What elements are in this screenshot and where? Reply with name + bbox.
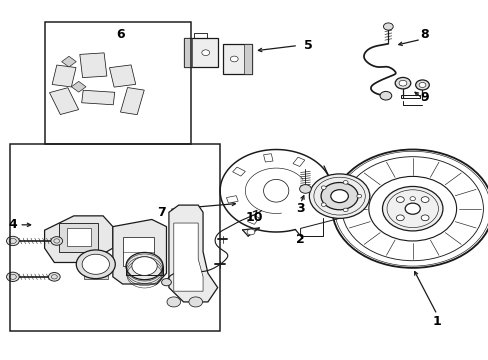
Polygon shape bbox=[113, 220, 166, 284]
Text: 4: 4 bbox=[8, 218, 17, 231]
Bar bbox=[59, 223, 98, 252]
Circle shape bbox=[76, 250, 115, 279]
Circle shape bbox=[330, 190, 347, 203]
Circle shape bbox=[398, 80, 406, 86]
Bar bbox=[44, 22, 190, 144]
Circle shape bbox=[246, 229, 254, 235]
Bar bbox=[122, 237, 154, 266]
Circle shape bbox=[188, 297, 202, 307]
Text: 1: 1 bbox=[432, 315, 441, 328]
Text: 2: 2 bbox=[296, 233, 305, 246]
Text: 3: 3 bbox=[296, 202, 304, 215]
Polygon shape bbox=[232, 167, 245, 176]
Bar bbox=[10, 144, 220, 330]
Circle shape bbox=[321, 186, 325, 189]
Circle shape bbox=[383, 23, 392, 30]
Polygon shape bbox=[183, 39, 192, 67]
Text: 7: 7 bbox=[157, 206, 165, 219]
Polygon shape bbox=[244, 44, 251, 74]
Polygon shape bbox=[247, 215, 259, 224]
Circle shape bbox=[6, 236, 19, 246]
Polygon shape bbox=[44, 216, 113, 262]
Circle shape bbox=[343, 208, 347, 212]
Polygon shape bbox=[183, 39, 217, 67]
Polygon shape bbox=[49, 88, 79, 114]
Polygon shape bbox=[71, 81, 86, 92]
Circle shape bbox=[420, 215, 428, 221]
Bar bbox=[83, 268, 108, 279]
Polygon shape bbox=[226, 196, 238, 203]
Text: 5: 5 bbox=[303, 39, 312, 52]
Circle shape bbox=[309, 174, 369, 219]
Circle shape bbox=[51, 237, 62, 245]
Polygon shape bbox=[222, 44, 251, 74]
Polygon shape bbox=[61, 56, 76, 67]
Circle shape bbox=[396, 215, 404, 221]
Polygon shape bbox=[292, 157, 304, 166]
Circle shape bbox=[202, 50, 209, 55]
Polygon shape bbox=[109, 65, 136, 87]
Polygon shape bbox=[168, 205, 217, 302]
Text: 10: 10 bbox=[245, 211, 263, 224]
Circle shape bbox=[396, 197, 404, 202]
Text: 6: 6 bbox=[116, 28, 124, 41]
Circle shape bbox=[321, 203, 325, 206]
Circle shape bbox=[379, 91, 391, 100]
Polygon shape bbox=[80, 53, 107, 78]
Circle shape bbox=[321, 183, 357, 210]
Bar bbox=[400, 95, 419, 98]
Circle shape bbox=[132, 257, 157, 275]
Polygon shape bbox=[173, 223, 203, 291]
Polygon shape bbox=[263, 154, 272, 162]
Ellipse shape bbox=[263, 179, 288, 202]
Circle shape bbox=[299, 185, 311, 193]
Circle shape bbox=[356, 194, 361, 198]
Circle shape bbox=[6, 272, 19, 282]
Circle shape bbox=[166, 297, 180, 307]
Circle shape bbox=[230, 56, 238, 62]
Bar bbox=[66, 228, 91, 246]
Circle shape bbox=[415, 80, 428, 90]
Circle shape bbox=[48, 273, 60, 281]
Circle shape bbox=[420, 197, 428, 202]
Circle shape bbox=[409, 197, 415, 201]
Polygon shape bbox=[52, 65, 76, 87]
Text: 8: 8 bbox=[420, 28, 428, 41]
Polygon shape bbox=[81, 90, 115, 105]
Circle shape bbox=[343, 181, 347, 184]
Circle shape bbox=[126, 252, 163, 280]
Circle shape bbox=[382, 186, 442, 231]
Circle shape bbox=[405, 203, 419, 214]
Text: 9: 9 bbox=[420, 91, 428, 104]
Circle shape bbox=[82, 254, 109, 274]
Circle shape bbox=[394, 77, 410, 89]
Polygon shape bbox=[120, 87, 144, 115]
Circle shape bbox=[161, 279, 171, 286]
Circle shape bbox=[418, 82, 425, 87]
